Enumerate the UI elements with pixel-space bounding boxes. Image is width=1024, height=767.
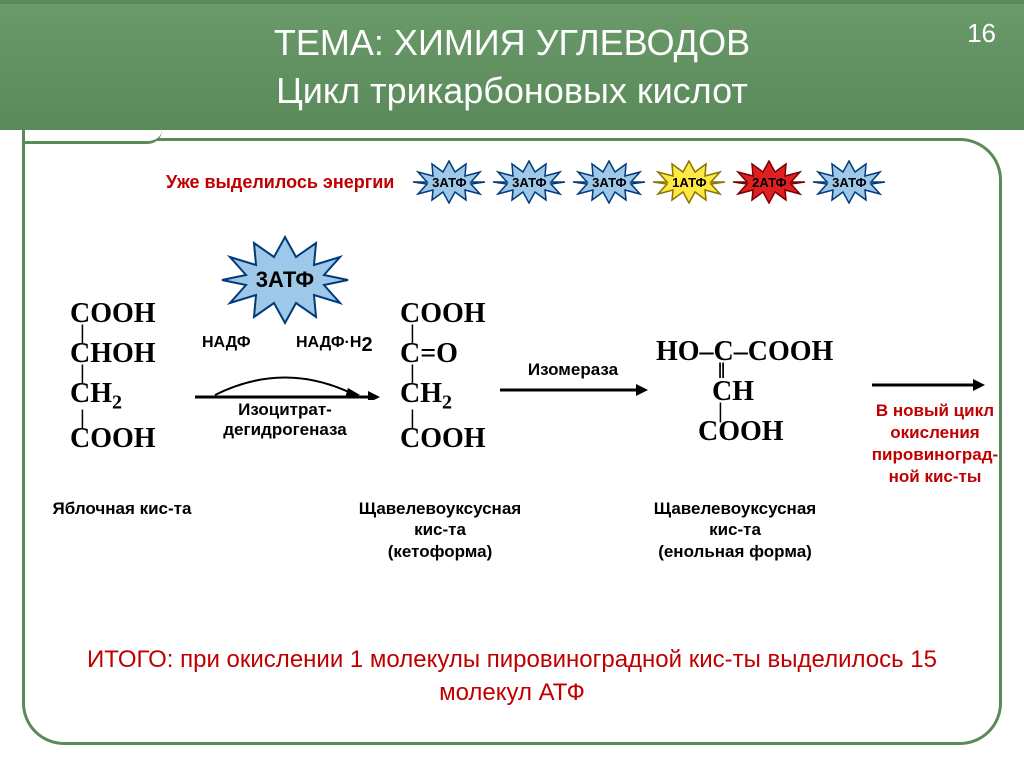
atp-burst-3: 1АТФ: [652, 160, 726, 204]
energy-label: Уже выделилось энергии: [166, 172, 394, 193]
enzyme-2-label: Изомераза: [528, 360, 618, 380]
title-line-2: Цикл трикарбоновых кислот: [0, 70, 1024, 112]
atp-burst-4: 2АТФ: [732, 160, 806, 204]
atp-burst-2: 3АТФ: [572, 160, 646, 204]
atp-burst-3-text: 1АТФ: [672, 175, 707, 190]
molecule-1-label: Яблочная кис-та: [42, 498, 202, 519]
reaction-arrow-3: [870, 375, 985, 395]
molecule-2-label: Щавелевоуксусная кис-та (кетоформа): [330, 498, 550, 562]
atp-big-burst: 3АТФ: [220, 235, 350, 325]
atp-burst-0: 3АТФ: [412, 160, 486, 204]
page-number: 16: [967, 18, 996, 49]
energy-row: Уже выделилось энергии 3АТФ 3АТФ 3АТФ 1А…: [166, 160, 886, 204]
atp-burst-1-text: 3АТФ: [512, 175, 547, 190]
molecule-oxaloacetate-enol: HO–C–COOH ‖ CH | COOH: [656, 338, 833, 446]
atp-burst-5-text: 3АТФ: [832, 175, 867, 190]
slide-header: ТЕМА: ХИМИЯ УГЛЕВОДОВ Цикл трикарбоновых…: [0, 0, 1024, 130]
molecule-oxaloacetate-keto: COOH | C=O | CH2 | COOH: [400, 300, 486, 453]
reaction-arrow-2: Изомераза: [498, 360, 648, 400]
enzyme-1-label: Изоцитрат- дегидрогеназа: [223, 400, 346, 441]
molecule-malic-acid: COOH | CHOH | CH2 | COOH: [70, 300, 156, 453]
atp-burst-2-text: 3АТФ: [592, 175, 627, 190]
atp-burst-0-text: 3АТФ: [432, 175, 467, 190]
cycle-end-note: В новый цикл окисления пировиноград- ной…: [870, 400, 1000, 488]
frame-tab-notch: [22, 130, 162, 144]
title-line-1: ТЕМА: ХИМИЯ УГЛЕВОДОВ: [0, 22, 1024, 64]
atp-bursts-container: 3АТФ 3АТФ 3АТФ 1АТФ 2АТФ 3АТФ: [412, 160, 886, 204]
reaction-arrow-1: Изоцитрат- дегидрогеназа: [190, 360, 380, 441]
cofactor-nadph2: НАДФ·H2: [296, 334, 373, 357]
summary-text: ИТОГО: при окислении 1 молекулы пировино…: [60, 644, 964, 709]
atp-burst-4-text: 2АТФ: [752, 175, 787, 190]
atp-big-burst-text: 3АТФ: [256, 267, 314, 293]
atp-burst-1: 3АТФ: [492, 160, 566, 204]
cofactor-nadp: НАДФ: [202, 334, 251, 352]
molecule-3-label: Щавелевоуксусная кис-та (енольная форма): [625, 498, 845, 562]
atp-burst-5: 3АТФ: [812, 160, 886, 204]
